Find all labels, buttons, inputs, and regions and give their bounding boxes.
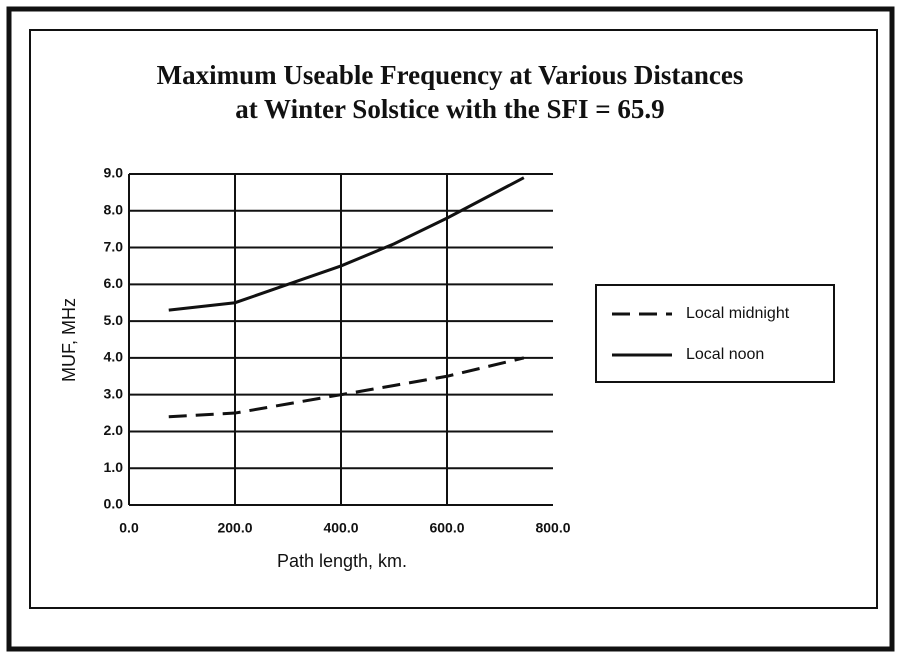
outer-frame [6,6,895,652]
legend-label: Local midnight [686,305,790,322]
y-tick-label: 1.0 [104,459,124,475]
chart-title: Maximum Useable Frequency at Various Dis… [157,60,744,90]
y-tick-label: 7.0 [104,238,124,254]
legend-box [595,284,835,383]
x-tick-label: 400.0 [323,520,358,536]
y-tick-label: 4.0 [104,349,124,365]
y-tick-label: 9.0 [104,165,124,181]
data-line [168,176,525,312]
x-tick-label: 200.0 [217,520,252,536]
y-axis-label: MUF, MHz [59,298,79,382]
y-tick-label: 0.0 [104,496,124,512]
x-tick-label: 600.0 [429,520,464,536]
chart-frame [29,29,878,609]
x-axis-label: Path length, km. [277,551,407,571]
y-tick-label: 8.0 [104,201,124,217]
data-line [168,356,525,419]
y-tick-label: 3.0 [104,385,124,401]
y-tick-label: 5.0 [104,312,124,328]
x-tick-label: 0.0 [119,520,139,536]
x-tick-label: 800.0 [535,520,570,536]
chart-title: at Winter Solstice with the SFI = 65.9 [235,94,664,124]
y-tick-label: 6.0 [104,275,124,291]
y-tick-label: 2.0 [104,422,124,438]
legend-label: Local noon [686,346,764,363]
